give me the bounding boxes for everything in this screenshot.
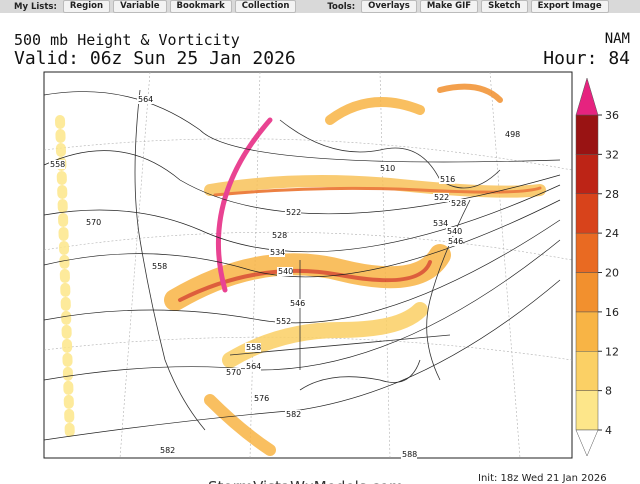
contour-label: 528 <box>272 231 287 240</box>
colorbar-tick-label: 24 <box>605 227 619 240</box>
contour-label: 528 <box>451 199 466 208</box>
contour-label-bg <box>275 317 291 326</box>
contour-label: 570 <box>226 368 241 377</box>
colorbar-tick-label: 36 <box>605 109 619 122</box>
contour-label: 570 <box>86 218 101 227</box>
contour-label-bg <box>245 343 261 352</box>
contour-label: 522 <box>286 208 301 217</box>
contour-label: 522 <box>434 193 449 202</box>
colorbar-tick-label: 28 <box>605 188 619 201</box>
contour-label-bg <box>49 160 65 169</box>
contour-label-bg <box>446 227 462 236</box>
contour-label: 546 <box>448 237 463 246</box>
forecast-hour: Hour: 84 <box>543 48 630 69</box>
group-label: Tools: <box>327 1 356 12</box>
contour-label-bg <box>85 218 101 227</box>
toolbar-button[interactable]: Bookmark <box>169 0 232 13</box>
footer-init: Init: 18z Wed 21 Jan 2026 <box>478 473 607 484</box>
colorbar-segment <box>575 193 599 234</box>
group-label: My Lists: <box>14 1 57 12</box>
model: NAM <box>604 31 630 47</box>
toolbar-button[interactable]: Region <box>62 0 111 13</box>
contour-label-bg <box>439 175 455 184</box>
colorbar-segment <box>575 232 599 273</box>
contour-label-bg <box>379 164 395 173</box>
colorbar-tick-label: 12 <box>605 345 619 358</box>
colorbar-segment <box>575 272 599 313</box>
colorbar-tick-label: 8 <box>605 385 612 398</box>
contour-label: 558 <box>152 262 167 271</box>
colorbar-tick-label: 4 <box>605 424 612 437</box>
contour-label: 540 <box>447 227 462 236</box>
contour-label-bg <box>253 394 269 403</box>
valid-time: Valid: 06z Sun 25 Jan 2026 <box>14 48 296 69</box>
colorbar-tick-label: 20 <box>605 267 619 280</box>
toolbar-button[interactable]: Export Image <box>530 0 609 13</box>
colorbar-tick-label: 32 <box>605 148 619 161</box>
toolbar-button[interactable]: Sketch <box>481 0 528 13</box>
toolbar-button[interactable]: Variable <box>113 0 167 13</box>
contour-label-bg <box>432 219 448 228</box>
contour-label-bg <box>151 262 167 271</box>
toolbar: My Lists: Region Variable Bookmark Collectio… <box>0 0 640 13</box>
colorbar-segment <box>575 311 599 352</box>
contour-label-bg <box>285 208 301 217</box>
contour-label: 558 <box>50 160 65 169</box>
colorbar-segment <box>575 390 599 431</box>
contour-label: 534 <box>433 219 448 228</box>
contour-label-bg <box>277 267 293 276</box>
contour-label-bg <box>433 193 449 202</box>
contour-label-bg <box>137 95 153 104</box>
footer-site: StormVistaWxModels.com <box>208 478 403 484</box>
contour-label-bg <box>447 237 463 246</box>
contour-label-bg <box>285 410 301 419</box>
colorbar-segment <box>575 154 599 194</box>
contour-label: 582 <box>160 446 175 455</box>
contour-label: 564 <box>138 95 153 104</box>
colorbar-segment <box>575 351 599 391</box>
contour-label-bg <box>401 450 417 459</box>
contour-label: 564 <box>246 362 261 371</box>
contour-label-bg <box>289 299 305 308</box>
contour-label-bg <box>504 130 520 139</box>
toolbar-group: Tools: Overlays Make GIF Sketch Export Image <box>313 0 611 13</box>
toolbar-group: My Lists: Region Variable Bookmark Collectio… <box>0 0 299 13</box>
colorbar-over <box>575 77 599 116</box>
contour-label: 510 <box>380 164 395 173</box>
contour-label: 576 <box>254 394 269 403</box>
toolbar-button[interactable]: Overlays <box>361 0 417 13</box>
toolbar-button[interactable]: Make GIF <box>419 0 479 13</box>
contour-label: 546 <box>290 299 305 308</box>
contour-label: 498 <box>505 130 520 139</box>
colorbar-segment <box>575 114 599 155</box>
contour-label-bg <box>269 248 285 257</box>
contour-label: 558 <box>246 343 261 352</box>
colorbar-tick-label: 16 <box>605 306 619 319</box>
contour-label-bg <box>159 446 175 455</box>
contour-label: 540 <box>278 267 293 276</box>
contour-label: 516 <box>440 175 455 184</box>
toolbar-button[interactable]: Collection <box>234 0 297 13</box>
contour-label-bg <box>271 231 287 240</box>
contour-label-bg <box>450 199 466 208</box>
contour-label: 588 <box>402 450 417 459</box>
contour-label: 552 <box>276 317 291 326</box>
contour-label: 534 <box>270 248 285 257</box>
colorbar-under <box>575 429 599 457</box>
contour-label-bg <box>225 368 241 377</box>
contour-label-bg <box>245 362 261 371</box>
title: 500 mb Height & Vorticity <box>14 31 240 49</box>
contour-label: 582 <box>286 410 301 419</box>
